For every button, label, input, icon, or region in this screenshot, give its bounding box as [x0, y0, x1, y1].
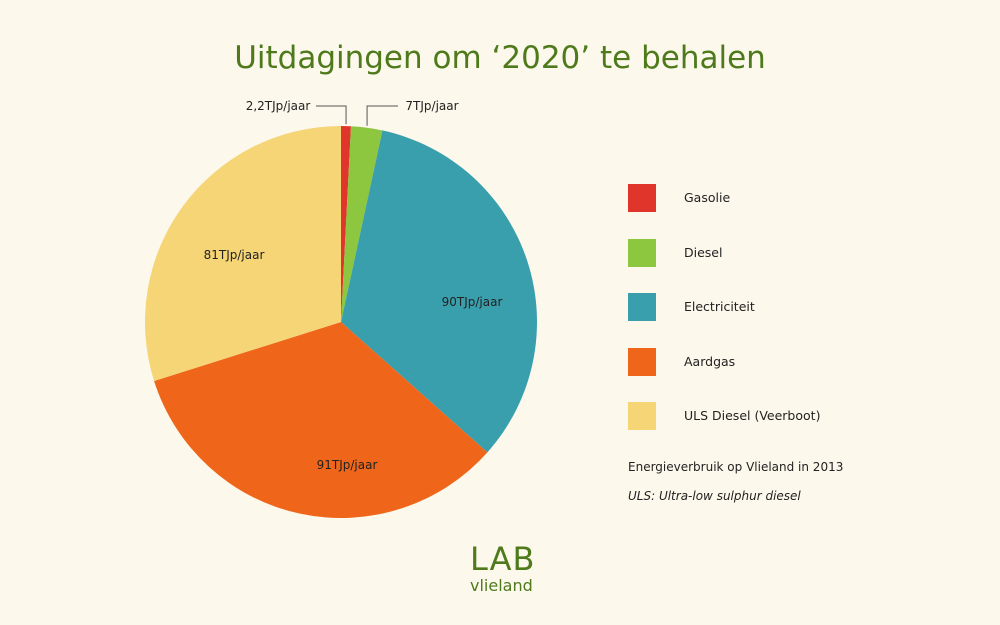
legend-swatch: [628, 402, 656, 430]
leader-line: [316, 105, 347, 125]
legend-swatch: [628, 184, 656, 212]
slice-label: 2,2TJp/jaar: [246, 99, 311, 113]
pie-slice-aardgas: [154, 322, 488, 518]
legend-swatch: [628, 238, 656, 267]
legend-label: Aardgas: [684, 353, 736, 369]
legend-label: ULS Diesel (Veerboot): [684, 408, 821, 423]
pie-slice-gasolie: [341, 126, 351, 322]
slice-label: 90TJp/jaar: [442, 295, 503, 309]
pie-slice-diesel: [341, 126, 383, 322]
legend-label: Diesel: [684, 244, 723, 260]
chart-title: Uitdagingen om ‘2020’ te behalen: [234, 40, 766, 76]
lab-vlieland-logo: LAB vlieland: [470, 540, 536, 595]
legend-swatch: [628, 293, 656, 321]
uls-note: ULS: Ultra-low sulphur diesel: [628, 489, 801, 503]
pie-slice-uls-diesel-veerboot: [145, 126, 341, 382]
legend-label: Electriciteit: [684, 299, 755, 314]
leader-line: [366, 105, 398, 126]
legend-swatch: [628, 347, 656, 376]
logo-subtext: vlieland: [470, 576, 533, 595]
slice-label: 81TJp/jaar: [204, 248, 265, 262]
pie-slice-electriciteit: [341, 130, 537, 453]
logo-text: LAB: [470, 540, 536, 578]
source-note: Energieverbruik op Vlieland in 2013: [628, 460, 844, 474]
legend-label: Gasolie: [684, 190, 731, 205]
slice-label: 7TJp/jaar: [405, 99, 458, 113]
slice-label: 91TJp/jaar: [317, 458, 378, 472]
